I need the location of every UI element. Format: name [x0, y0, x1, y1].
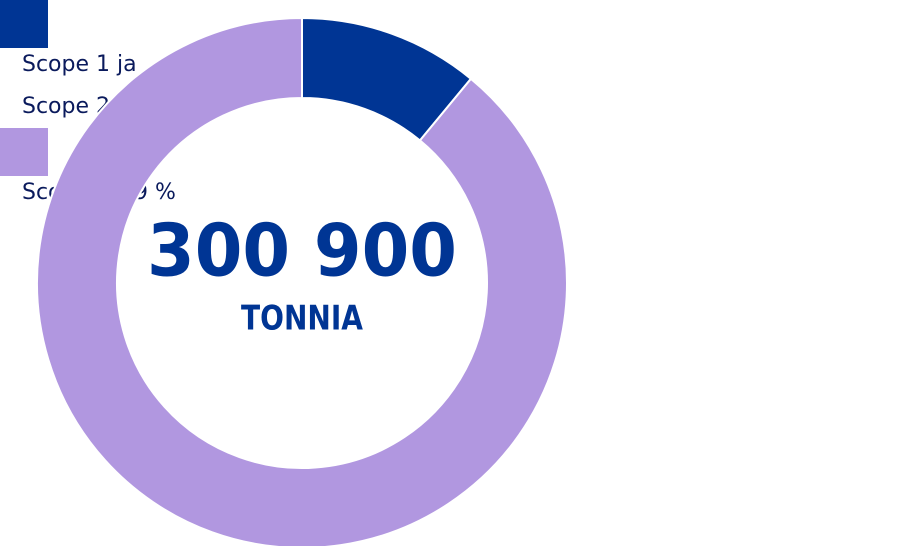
center-unit: TONNIA — [241, 299, 364, 339]
center-label: 300 900 — [147, 209, 457, 293]
legend-label: Scope 1 ja Scope 2 — [22, 52, 137, 119]
donut-segment — [36, 16, 568, 546]
legend-swatch — [0, 0, 48, 48]
legend-swatch — [0, 128, 48, 176]
